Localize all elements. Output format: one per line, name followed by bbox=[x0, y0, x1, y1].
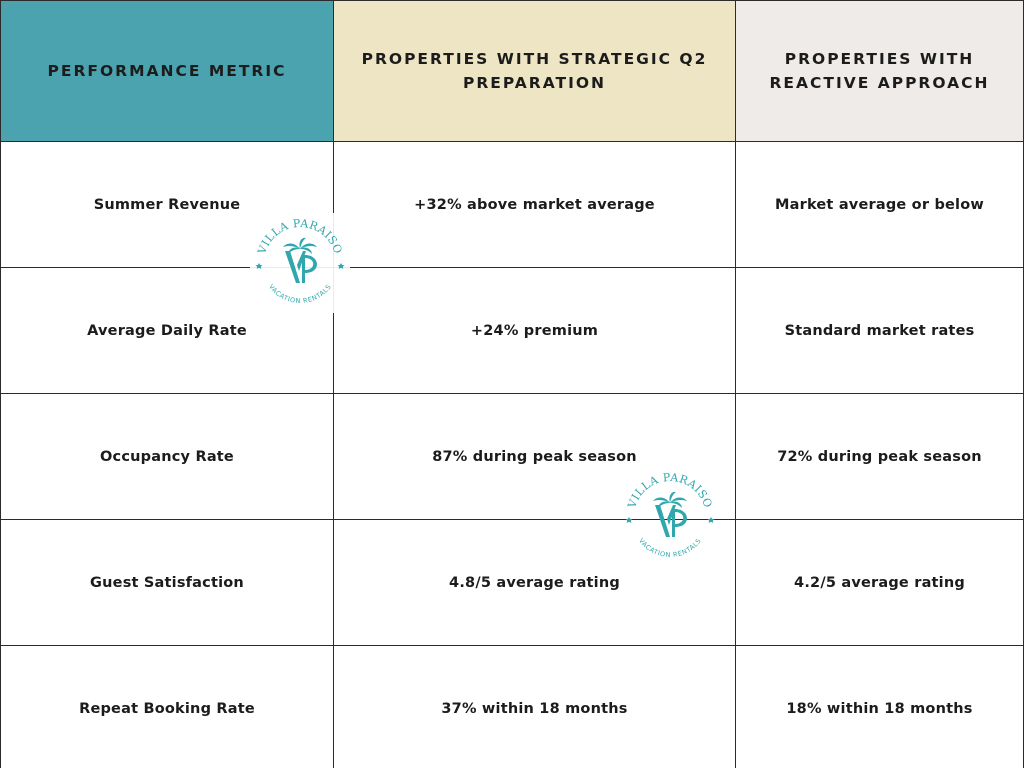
table-header-row: PERFORMANCE METRIC PROPERTIES WITH STRAT… bbox=[0, 0, 1024, 142]
logo-backdrop bbox=[250, 213, 350, 313]
table-row: Occupancy Rate 87% during peak season 72… bbox=[0, 393, 1024, 520]
reactive-cell: 4.2/5 average rating bbox=[735, 519, 1024, 646]
reactive-cell: Standard market rates bbox=[735, 267, 1024, 394]
metric-cell: Guest Satisfaction bbox=[0, 519, 334, 646]
strategic-cell: 4.8/5 average rating bbox=[333, 519, 736, 646]
table-row: Summer Revenue +32% above market average… bbox=[0, 141, 1024, 268]
table-row: Average Daily Rate +24% premium Standard… bbox=[0, 267, 1024, 394]
reactive-cell: 72% during peak season bbox=[735, 393, 1024, 520]
strategic-cell: 37% within 18 months bbox=[333, 645, 736, 768]
metric-cell: Occupancy Rate bbox=[0, 393, 334, 520]
strategic-cell: 87% during peak season bbox=[333, 393, 736, 520]
header-reactive-approach: PROPERTIES WITH REACTIVE APPROACH bbox=[735, 0, 1024, 142]
header-strategic-preparation: PROPERTIES WITH STRATEGIC Q2 PREPARATION bbox=[333, 0, 736, 142]
strategic-cell: +24% premium bbox=[333, 267, 736, 394]
reactive-cell: 18% within 18 months bbox=[735, 645, 1024, 768]
table-row: Repeat Booking Rate 37% within 18 months… bbox=[0, 645, 1024, 768]
strategic-cell: +32% above market average bbox=[333, 141, 736, 268]
reactive-cell: Market average or below bbox=[735, 141, 1024, 268]
header-performance-metric: PERFORMANCE METRIC bbox=[0, 0, 334, 142]
metric-cell: Repeat Booking Rate bbox=[0, 645, 334, 768]
table-row: Guest Satisfaction 4.8/5 average rating … bbox=[0, 519, 1024, 646]
